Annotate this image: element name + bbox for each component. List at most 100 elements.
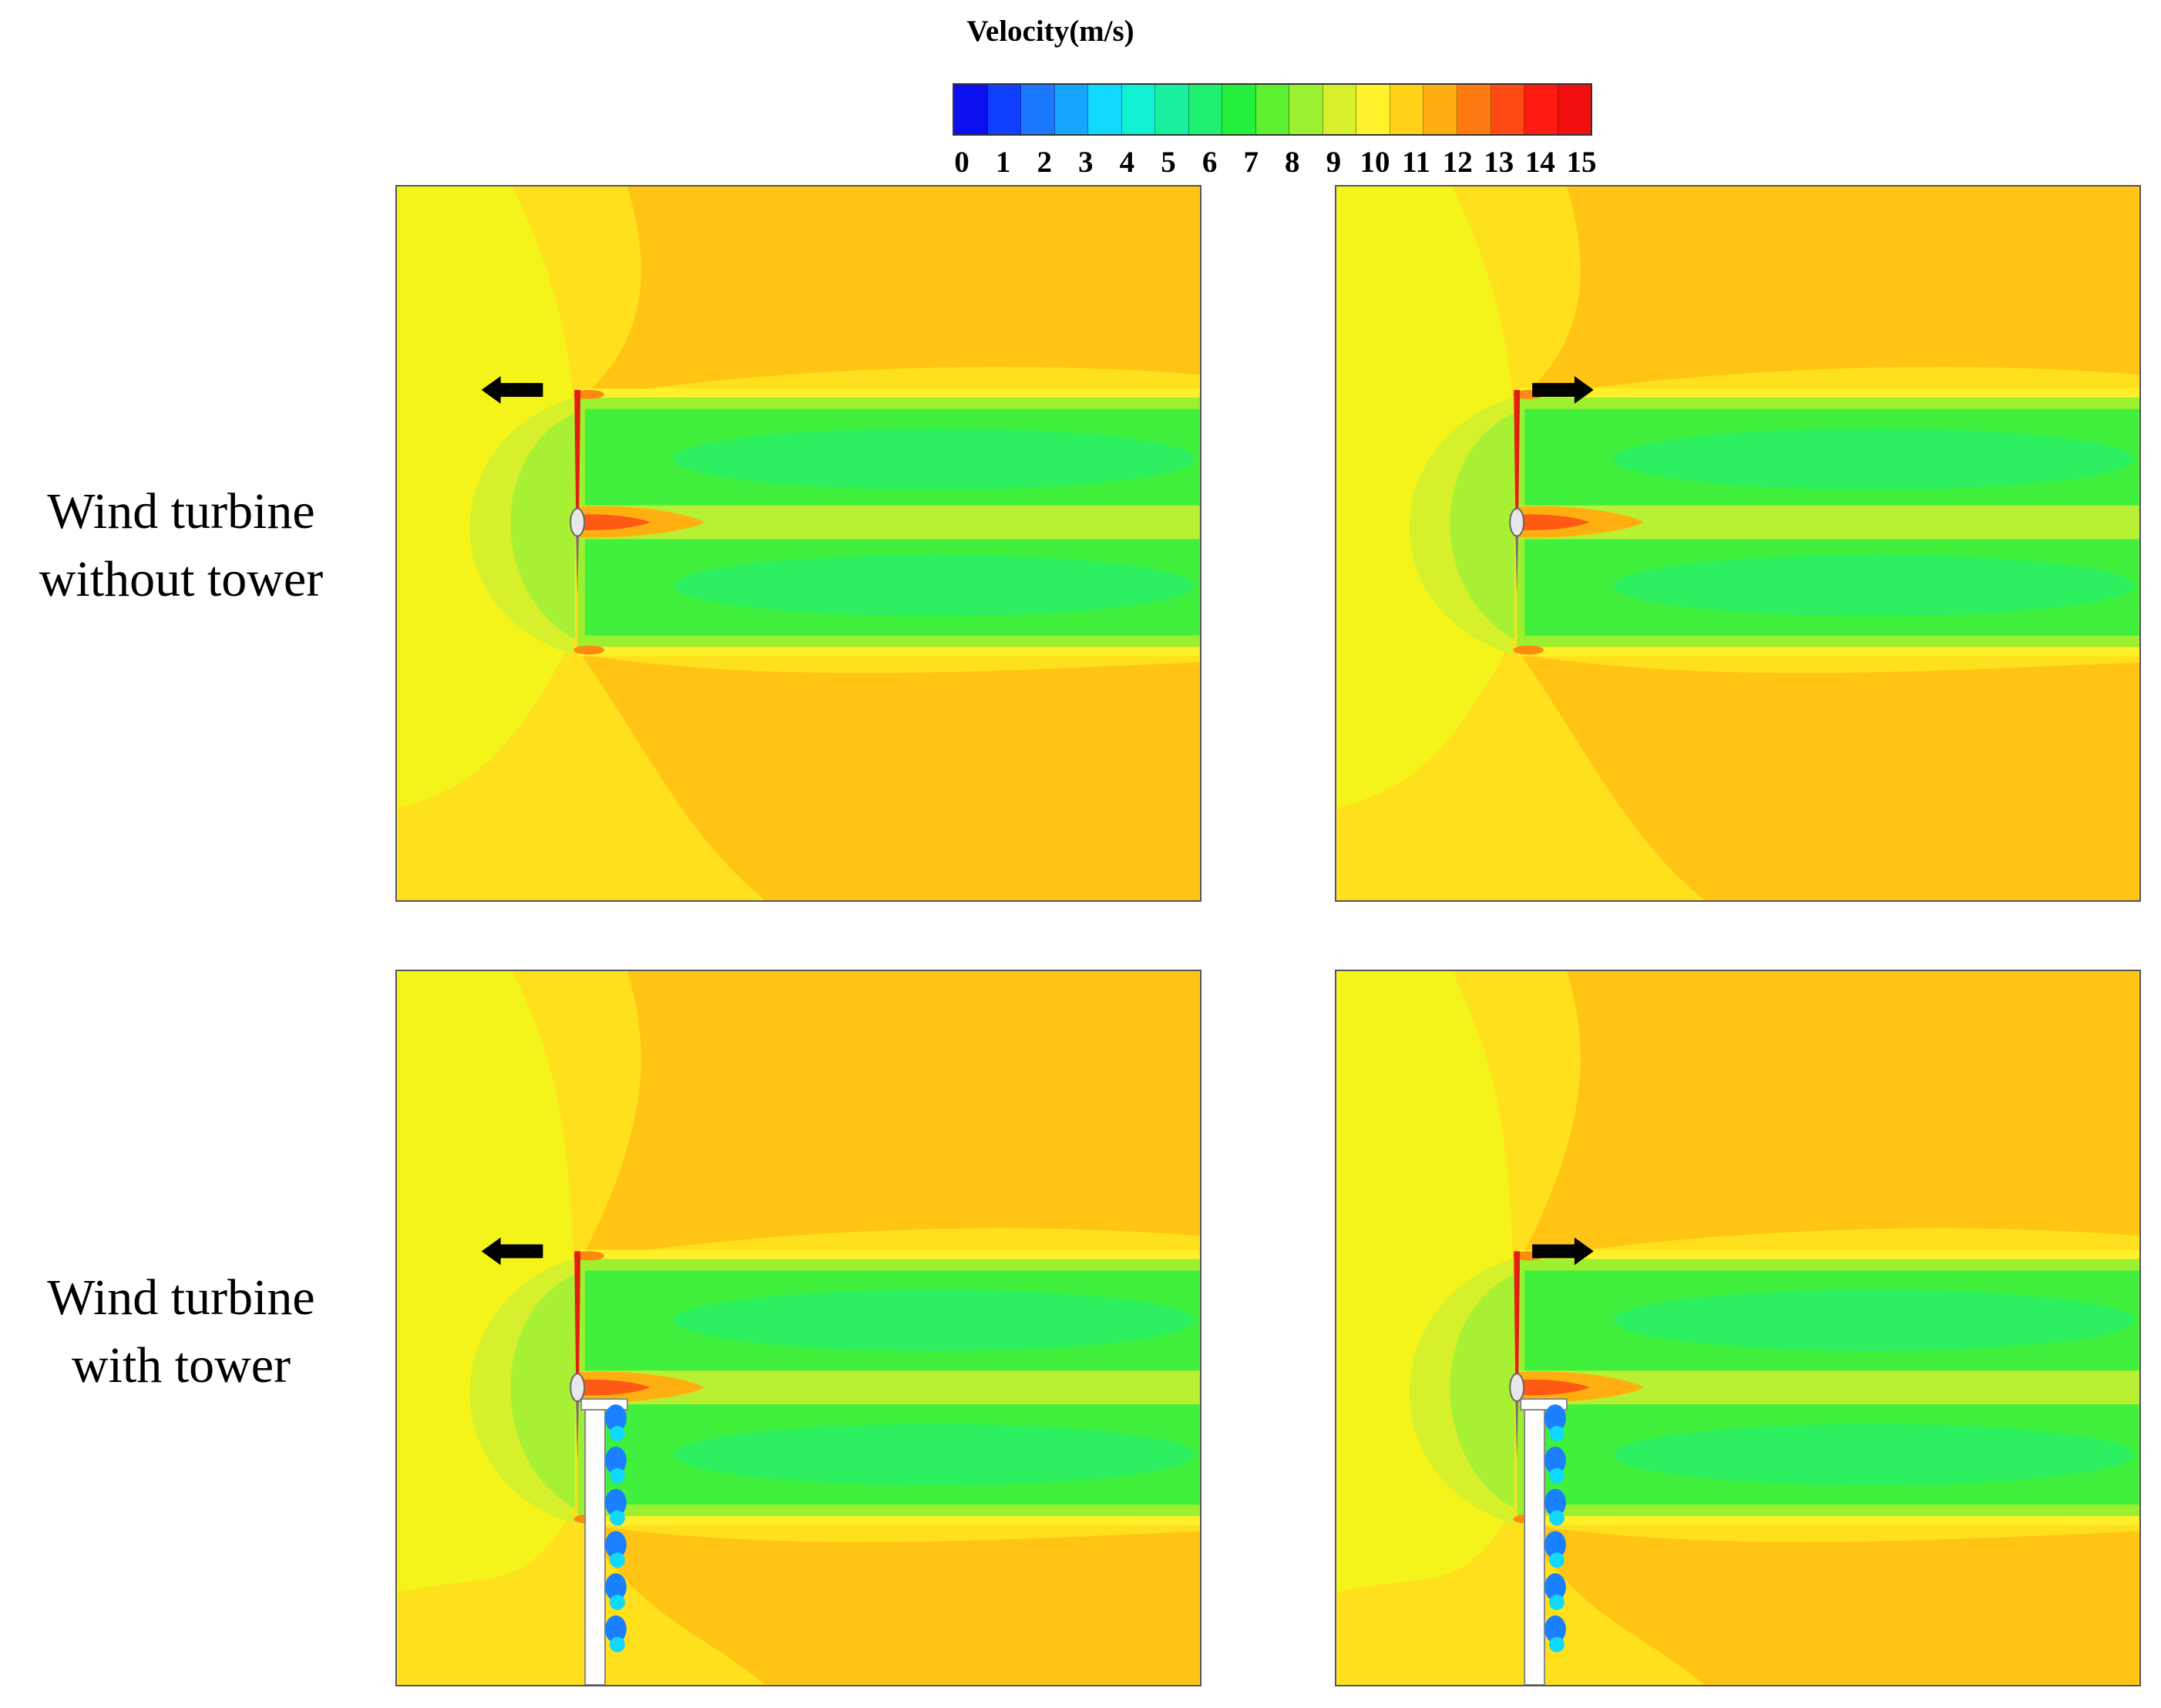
tower: [584, 1402, 607, 1685]
colorbar-cell: [1121, 85, 1156, 134]
hub: [570, 1373, 586, 1403]
colorbar-cell: [1322, 85, 1357, 134]
accelerated-region-lower: [1521, 1523, 2139, 1685]
accelerated-region-upper: [581, 187, 1200, 398]
wake-low-velocity-upper: [673, 428, 1195, 490]
arrow-right-icon: [1532, 375, 1594, 404]
induction-zone-inner: [510, 1274, 576, 1508]
colorbar-cell: [1088, 85, 1122, 134]
tip-vortex-top: [573, 1251, 605, 1261]
accelerated-region-lower: [1521, 654, 2139, 900]
hub: [1509, 1373, 1525, 1403]
tower-wake-vortex: [1544, 1446, 1566, 1474]
colorbar-tick-label: 9: [1326, 146, 1342, 179]
colorbar-tick-label: 1: [995, 146, 1011, 179]
wake-low-velocity-lower: [1612, 554, 2135, 617]
tower-wake-vortex: [605, 1404, 627, 1432]
colorbar-cell: [1054, 85, 1089, 134]
colorbar-cell: [1021, 85, 1055, 134]
tower-wake-vortex: [1544, 1404, 1566, 1432]
wake-low-velocity-upper: [673, 1289, 1195, 1351]
row-label-without-tower: Wind turbine without tower: [0, 478, 374, 614]
tower: [1524, 1402, 1546, 1685]
tip-vortex-top: [573, 389, 605, 399]
wake-low-velocity-lower: [673, 554, 1195, 617]
colorbar-tick-label: 15: [1566, 146, 1597, 179]
colorbar: [953, 83, 1592, 136]
colorbar-cell: [1155, 85, 1189, 134]
colorbar-cell: [1457, 85, 1491, 134]
wake-low-velocity-lower: [673, 1424, 1195, 1486]
hub-peak: [577, 514, 650, 530]
arrow-left-icon: [481, 1237, 543, 1266]
velocity-contour: [1336, 187, 2139, 900]
colorbar-cell: [1222, 85, 1256, 134]
hub: [1509, 507, 1525, 537]
contour-panel-tower-right: [1335, 970, 2141, 1686]
tower-wake-vortex: [610, 1636, 625, 1653]
hub-peak: [1517, 514, 1590, 530]
hub-peak: [577, 1379, 650, 1396]
colorbar-cell: [1356, 85, 1390, 134]
velocity-contour: [1336, 971, 2139, 1685]
colorbar-tick-label: 4: [1119, 146, 1135, 179]
hub: [570, 507, 586, 537]
colorbar-tick-label: 11: [1402, 146, 1431, 179]
colorbar-cell: [1524, 85, 1558, 134]
colorbar-cell: [987, 85, 1022, 134]
tower-wake-vortex: [605, 1531, 627, 1559]
blade-upper: [1514, 389, 1521, 515]
velocity-contour: [397, 971, 1200, 1685]
tower-wake-vortex: [1549, 1595, 1564, 1610]
colorbar-tick-label: 8: [1285, 146, 1300, 179]
row-label-line2: with tower: [71, 1337, 291, 1394]
colorbar-tick-label: 5: [1161, 146, 1176, 179]
row-label-line1: Wind turbine: [47, 483, 315, 540]
arrow-left-icon: [481, 375, 543, 404]
tower-wake-vortex: [610, 1552, 625, 1568]
tower-wake-vortex: [1549, 1468, 1564, 1484]
tower-wake-vortex: [1549, 1552, 1564, 1568]
row-label-line2: without tower: [39, 551, 324, 607]
colorbar-cell: [1390, 85, 1424, 134]
colorbar-cell: [1423, 85, 1457, 134]
induction-zone-inner: [510, 412, 576, 640]
colorbar-cell: [954, 85, 988, 134]
wake-low-velocity-upper: [1612, 428, 2135, 490]
induction-zone-inner: [1450, 1274, 1515, 1508]
induction-zone-inner: [1450, 412, 1515, 640]
hub-peak: [1517, 1379, 1590, 1396]
blade-lower: [576, 530, 580, 596]
accelerated-region-lower: [581, 654, 1200, 900]
colorbar-tick-label: 10: [1359, 146, 1390, 179]
tower-wake-vortex: [610, 1595, 625, 1610]
colorbar-tick-label: 14: [1524, 146, 1555, 179]
contour-panel-tower-left: [395, 970, 1201, 1686]
accelerated-region-upper: [1521, 971, 2139, 1259]
colorbar-cell: [1255, 85, 1290, 134]
colorbar-cell: [1289, 85, 1323, 134]
colorbar-tick-label: 2: [1037, 146, 1052, 179]
tip-vortex-bottom: [1513, 645, 1544, 655]
wake-low-velocity-lower: [1612, 1424, 2135, 1486]
colorbar-title: Velocity(m/s): [966, 15, 1134, 48]
blade-upper: [574, 389, 581, 515]
colorbar-cell: [1491, 85, 1525, 134]
row-label-with-tower: Wind turbine with tower: [0, 1264, 374, 1400]
tower-wake-vortex: [610, 1468, 625, 1484]
colorbar-tick-label: 12: [1442, 146, 1473, 179]
contour-panel-no-tower-left: [395, 185, 1201, 902]
tower-wake-vortex: [605, 1488, 627, 1517]
velocity-contour: [397, 187, 1200, 900]
blade-upper: [1514, 1251, 1521, 1380]
blade-upper: [574, 1251, 581, 1380]
tower-wake-vortex: [605, 1573, 627, 1601]
colorbar-cell: [1558, 85, 1591, 134]
tower-wake-vortex: [1544, 1488, 1566, 1517]
blade-lower: [1515, 1395, 1519, 1461]
colorbar-tick-label: 0: [954, 146, 970, 179]
tower-wake-vortex: [610, 1425, 625, 1441]
accelerated-region-lower: [581, 1523, 1200, 1685]
tip-vortex-bottom: [573, 645, 605, 655]
tower-wake-vortex: [610, 1510, 625, 1526]
